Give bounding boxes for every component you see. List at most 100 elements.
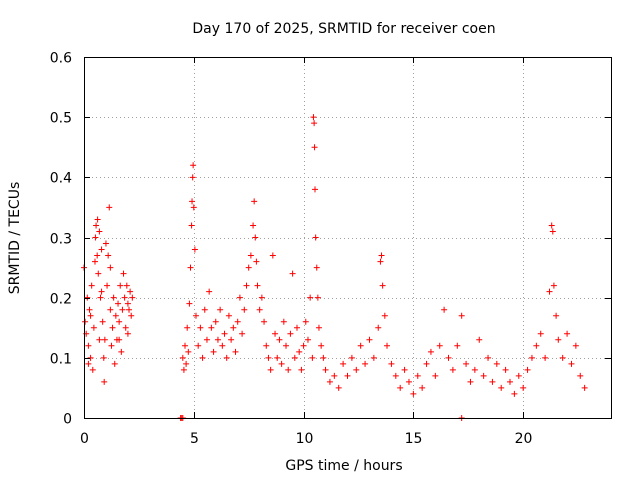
data-points xyxy=(81,114,588,421)
data-point xyxy=(223,354,230,361)
data-point xyxy=(441,306,448,313)
data-point xyxy=(550,282,557,289)
data-point xyxy=(331,372,338,379)
data-point xyxy=(300,342,307,349)
axis-ticks: 0 0.1 0.2 0.3 0.4 0.5 0.6 0 5 10 15 20 xyxy=(50,51,611,447)
data-point xyxy=(311,144,318,151)
data-point xyxy=(480,372,487,379)
data-point xyxy=(84,294,91,301)
data-point xyxy=(476,336,483,343)
data-point xyxy=(117,282,124,289)
data-point xyxy=(515,372,522,379)
data-point xyxy=(318,342,325,349)
data-point xyxy=(112,312,119,319)
data-point xyxy=(335,384,342,391)
data-point xyxy=(381,312,388,319)
data-point xyxy=(401,366,408,373)
data-point xyxy=(208,324,215,331)
data-point xyxy=(272,330,279,337)
data-point xyxy=(432,372,439,379)
data-point xyxy=(118,348,125,355)
data-point xyxy=(410,390,417,397)
data-point xyxy=(82,318,89,325)
data-point xyxy=(471,366,478,373)
data-point xyxy=(180,366,187,373)
data-point xyxy=(524,366,531,373)
data-point xyxy=(128,312,135,319)
data-point xyxy=(572,342,579,349)
data-point xyxy=(243,282,250,289)
y-tick-label: 0 xyxy=(63,412,72,428)
data-point xyxy=(489,378,496,385)
data-point xyxy=(520,384,527,391)
data-point xyxy=(179,354,186,361)
data-point xyxy=(88,282,95,289)
data-point xyxy=(485,354,492,361)
data-point xyxy=(392,372,399,379)
data-point xyxy=(528,354,535,361)
data-point xyxy=(96,228,103,235)
data-point xyxy=(110,294,117,301)
data-point xyxy=(348,354,355,361)
x-tick-label: 20 xyxy=(515,431,533,447)
data-point xyxy=(92,234,99,241)
data-point xyxy=(102,240,109,247)
data-point xyxy=(124,300,131,307)
data-point xyxy=(427,348,434,355)
data-point xyxy=(251,198,258,205)
x-axis-title: GPS time / hours xyxy=(285,458,402,474)
data-point xyxy=(302,318,309,325)
data-point xyxy=(212,318,219,325)
data-point xyxy=(362,360,369,367)
data-point xyxy=(511,390,518,397)
data-point xyxy=(379,282,386,289)
y-tick-label: 0.1 xyxy=(50,352,72,368)
data-point xyxy=(314,294,321,301)
data-point xyxy=(388,360,395,367)
data-point xyxy=(120,270,127,277)
data-point xyxy=(127,288,134,295)
data-point xyxy=(546,288,553,295)
y-tick-label: 0.3 xyxy=(50,232,72,248)
data-point xyxy=(123,282,130,289)
data-point xyxy=(548,222,555,229)
data-point xyxy=(377,258,384,265)
data-point xyxy=(94,216,101,223)
data-point xyxy=(564,330,571,337)
y-tick-label: 0.4 xyxy=(50,171,72,187)
data-point xyxy=(219,342,226,349)
data-point xyxy=(187,264,194,271)
data-point xyxy=(310,114,317,121)
data-point xyxy=(182,342,189,349)
data-point xyxy=(353,366,360,373)
data-point xyxy=(188,222,195,229)
x-tick-label: 10 xyxy=(296,431,314,447)
data-point xyxy=(423,360,430,367)
x-tick-label: 5 xyxy=(190,431,199,447)
data-point xyxy=(285,366,292,373)
data-point xyxy=(296,348,303,355)
data-point xyxy=(280,318,287,325)
data-point xyxy=(397,384,404,391)
data-point xyxy=(278,360,285,367)
data-point xyxy=(106,204,113,211)
data-point xyxy=(419,384,426,391)
data-point xyxy=(94,252,101,259)
data-point xyxy=(250,222,257,229)
data-point xyxy=(261,318,268,325)
data-point xyxy=(533,342,540,349)
data-point xyxy=(191,246,198,253)
data-point xyxy=(263,342,270,349)
data-point xyxy=(247,252,254,259)
data-point xyxy=(217,306,224,313)
data-point xyxy=(454,342,461,349)
data-point xyxy=(258,294,265,301)
data-point xyxy=(320,354,327,361)
data-point xyxy=(253,258,260,265)
data-point xyxy=(197,324,204,331)
data-point xyxy=(190,162,197,169)
data-point xyxy=(577,372,584,379)
data-point xyxy=(101,378,108,385)
data-point xyxy=(445,354,452,361)
y-axis-title: SRMTID / TECUs xyxy=(7,182,23,295)
